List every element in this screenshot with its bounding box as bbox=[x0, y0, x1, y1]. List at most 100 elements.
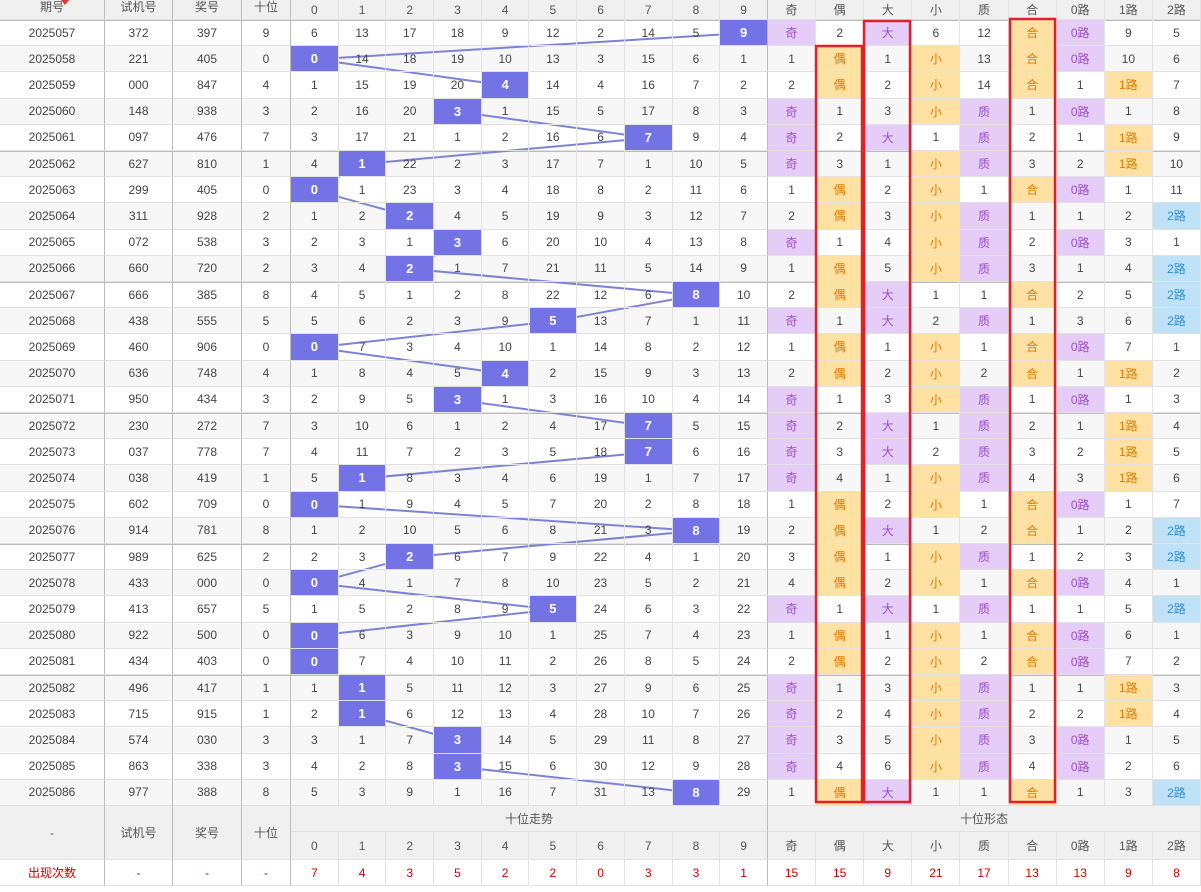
form-count: 9 bbox=[864, 860, 913, 886]
cell-period: 2025057 bbox=[0, 20, 105, 47]
cell-tens: 9 bbox=[242, 20, 291, 47]
cell-prize: 748 bbox=[173, 360, 242, 387]
cell-trial: 989 bbox=[105, 544, 173, 571]
form-cell: 1路 bbox=[1104, 701, 1153, 728]
trend-miss: 4 bbox=[291, 439, 339, 466]
trend-miss: 1 bbox=[291, 517, 339, 544]
header-form: 质 bbox=[960, 0, 1009, 20]
cell-tens: 0 bbox=[242, 648, 291, 675]
trend-miss: 17 bbox=[624, 98, 673, 125]
header-form: 小 bbox=[912, 0, 961, 20]
footer-form: 0路 bbox=[1056, 832, 1105, 860]
trend-miss: 10 bbox=[672, 151, 721, 178]
count-label: 出现次数 bbox=[0, 860, 105, 886]
form-cell: 0路 bbox=[1056, 622, 1105, 649]
row-bg bbox=[0, 491, 1201, 518]
cell-prize: 915 bbox=[173, 701, 242, 728]
header-digit: 0 bbox=[291, 0, 339, 20]
form-cell: 1 bbox=[1056, 255, 1105, 282]
trend-miss: 2 bbox=[624, 177, 673, 204]
cell-tens: 3 bbox=[242, 98, 291, 125]
cell-prize: 709 bbox=[173, 491, 242, 518]
trend-miss: 9 bbox=[338, 386, 387, 413]
trend-miss: 12 bbox=[720, 334, 768, 361]
trend-hit: 8 bbox=[672, 282, 721, 309]
trend-miss: 5 bbox=[624, 255, 673, 282]
form-cell: 偶 bbox=[816, 72, 865, 99]
cell-period: 2025066 bbox=[0, 255, 105, 282]
form-cell: 1 bbox=[864, 544, 913, 571]
form-cell: 8 bbox=[1152, 98, 1201, 125]
footer-digit: 6 bbox=[577, 832, 625, 860]
form-cell: 1 bbox=[1152, 334, 1201, 361]
trend-miss: 29 bbox=[577, 727, 625, 754]
trend-miss: 9 bbox=[386, 491, 435, 518]
form-cell: 2 bbox=[864, 177, 913, 204]
trend-miss: 8 bbox=[672, 491, 721, 518]
trend-hit: 9 bbox=[720, 20, 768, 47]
form-cell: 质 bbox=[960, 413, 1009, 440]
trend-count: 2 bbox=[481, 860, 530, 886]
trend-hit: 1 bbox=[338, 675, 387, 702]
trend-miss: 9 bbox=[720, 255, 768, 282]
cell-trial: 148 bbox=[105, 98, 173, 125]
form-cell: 2 bbox=[1104, 517, 1153, 544]
trend-miss: 3 bbox=[481, 439, 530, 466]
form-cell: 合 bbox=[1008, 622, 1057, 649]
trend-miss: 7 bbox=[529, 491, 578, 518]
form-cell: 0路 bbox=[1056, 334, 1105, 361]
cell-tens: 1 bbox=[242, 701, 291, 728]
cell-prize: 403 bbox=[173, 648, 242, 675]
form-cell: 6 bbox=[1104, 308, 1153, 335]
trend-miss: 24 bbox=[720, 648, 768, 675]
cell-tens: 2 bbox=[242, 255, 291, 282]
footer-form: 偶 bbox=[816, 832, 865, 860]
trend-miss: 6 bbox=[481, 517, 530, 544]
trend-miss: 9 bbox=[386, 779, 435, 806]
trend-miss: 7 bbox=[386, 439, 435, 466]
cell-prize: 417 bbox=[173, 675, 242, 702]
trend-miss: 16 bbox=[577, 386, 625, 413]
form-cell: 3 bbox=[1152, 386, 1201, 413]
form-cell: 质 bbox=[960, 544, 1009, 571]
trend-hit: 4 bbox=[481, 360, 530, 387]
footer-form: 质 bbox=[960, 832, 1009, 860]
cell-trial: 311 bbox=[105, 203, 173, 230]
cell-trial: 496 bbox=[105, 675, 173, 702]
trend-line bbox=[314, 346, 506, 375]
form-cell: 0路 bbox=[1056, 98, 1105, 125]
trend-miss: 9 bbox=[434, 622, 482, 649]
trend-miss: 14 bbox=[672, 255, 721, 282]
form-cell: 1 bbox=[912, 413, 961, 440]
trend-miss: 20 bbox=[434, 72, 482, 99]
cell-tens: 1 bbox=[242, 151, 291, 178]
trend-hit: 3 bbox=[434, 727, 482, 754]
cell-prize: 476 bbox=[173, 124, 242, 151]
form-cell: 合 bbox=[1008, 46, 1057, 73]
trend-miss: 6 bbox=[386, 413, 435, 440]
cell-period: 2025071 bbox=[0, 386, 105, 413]
form-cell: 2 bbox=[1056, 439, 1105, 466]
trend-hit: 8 bbox=[672, 517, 721, 544]
trend-miss: 10 bbox=[529, 570, 578, 597]
trend-miss: 3 bbox=[291, 413, 339, 440]
trend-miss: 1 bbox=[481, 98, 530, 125]
form-cell: 9 bbox=[1104, 20, 1153, 47]
form-cell: 7 bbox=[1104, 334, 1153, 361]
footer-digit: 9 bbox=[720, 832, 768, 860]
form-cell: 2 bbox=[1056, 282, 1105, 309]
trend-miss: 16 bbox=[720, 439, 768, 466]
footer-form: 奇 bbox=[768, 832, 817, 860]
form-cell: 2路 bbox=[1152, 203, 1201, 230]
trend-miss: 23 bbox=[577, 570, 625, 597]
trend-miss: 10 bbox=[720, 282, 768, 309]
form-cell: 1路 bbox=[1104, 360, 1153, 387]
header-form: 偶 bbox=[816, 0, 865, 20]
trend-miss: 5 bbox=[434, 517, 482, 544]
form-cell: 小 bbox=[912, 648, 961, 675]
trend-miss: 6 bbox=[624, 282, 673, 309]
form-cell: 小 bbox=[912, 465, 961, 492]
trend-miss: 6 bbox=[291, 20, 339, 47]
form-cell: 1 bbox=[912, 779, 961, 806]
cell-tens: 3 bbox=[242, 727, 291, 754]
